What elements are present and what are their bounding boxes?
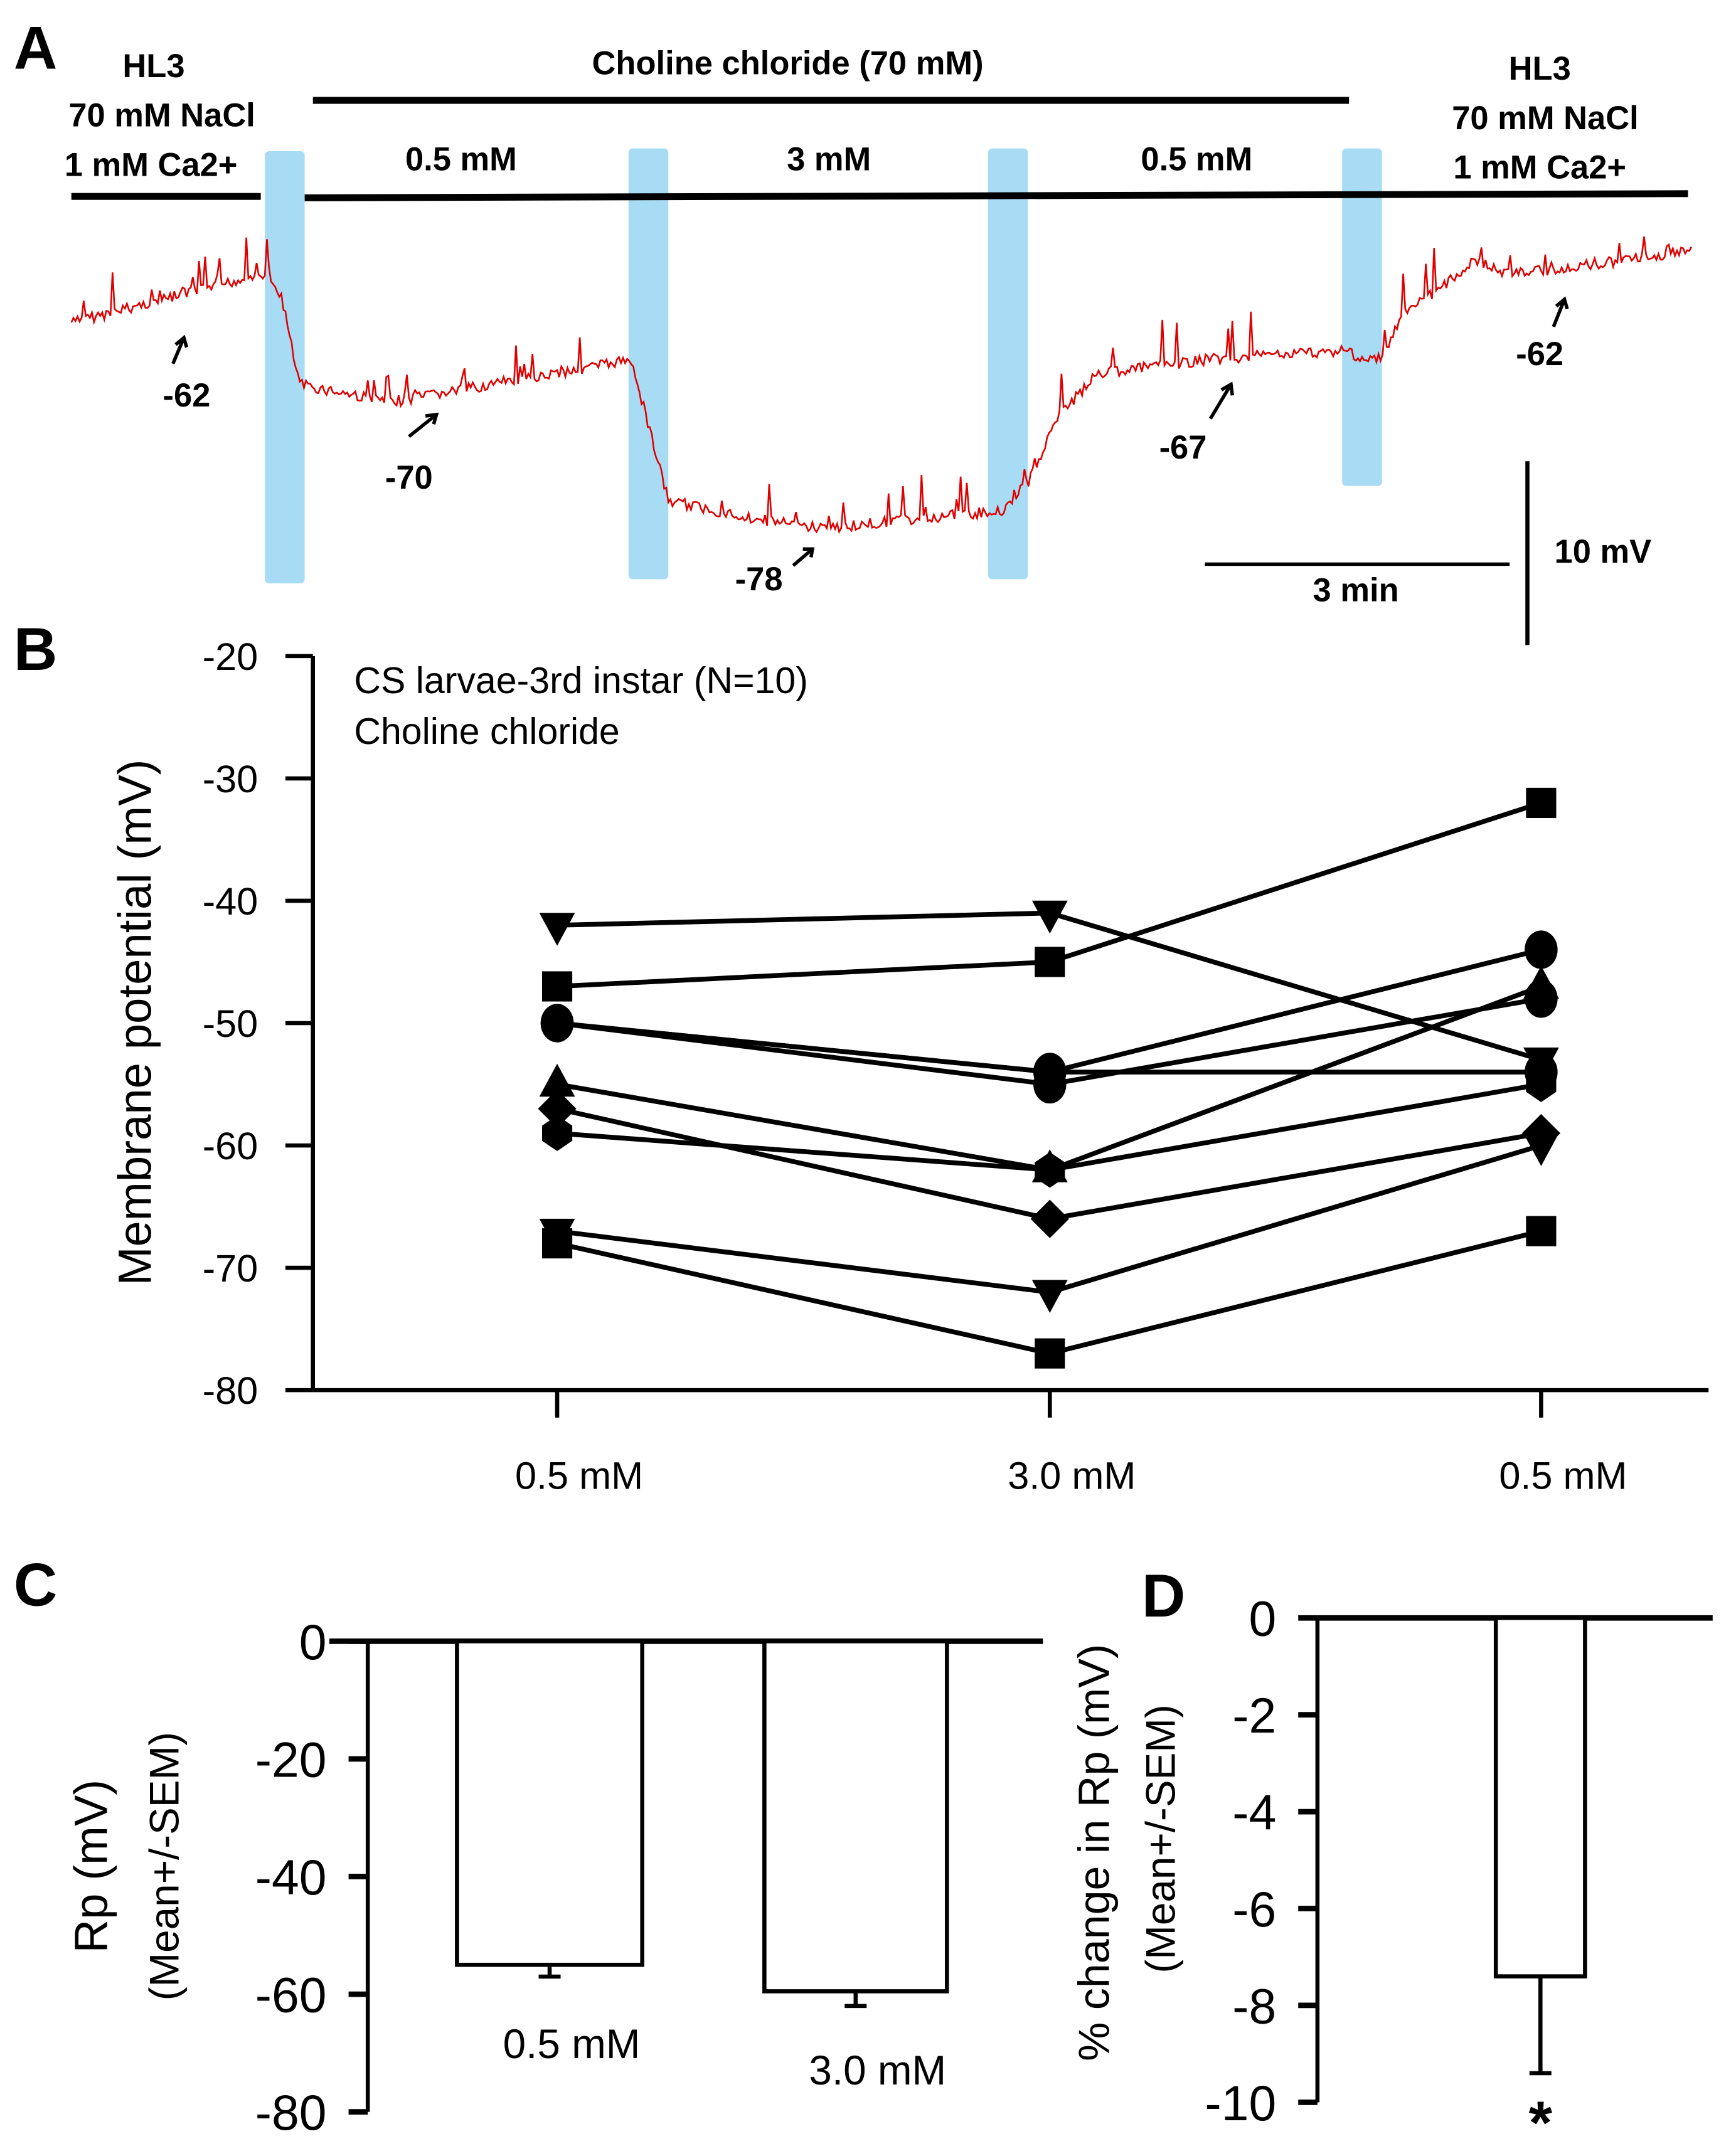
y-tick-label: -6 [1232, 1882, 1276, 1937]
panel-label-d: D [1142, 1563, 1185, 1630]
segment-label-1: 0.5 mM [405, 141, 517, 178]
marker-hexagon [542, 1115, 573, 1151]
segment-label-2: 3 mM [787, 141, 871, 178]
potential-label-3: -78 [735, 561, 783, 598]
chart-c-ylabel2: (Mean+/-SEM) [141, 1732, 187, 2000]
panel-label-c: C [14, 1552, 58, 1619]
series [542, 1216, 1557, 1369]
panel-b: B CS larvae-3rd instar (N=10) Choline ch… [14, 616, 1709, 1497]
y-tick-label: -80 [255, 2085, 327, 2140]
marker-triangle-down [1523, 1133, 1559, 1166]
arrow-icon [1552, 296, 1569, 327]
chart-d: 0 -2 -4 -6 -8 -10 * [1205, 1591, 1713, 2156]
x-tick-label: 0.5 mM [1499, 1455, 1627, 1497]
series [540, 1004, 1558, 1091]
marker-hexagon [1035, 1152, 1065, 1188]
marker-square [1526, 1216, 1557, 1246]
chart-b-series [538, 787, 1561, 1369]
panel-c: C Rp (mV) (Mean+/-SEM) 0 -20 -40 -60 -80 0.5 … [14, 1552, 1043, 2140]
marker-triangle-down [1031, 1280, 1068, 1313]
left-solution-line2: 70 mM NaCl [68, 97, 255, 134]
marker-circle [540, 1004, 574, 1043]
left-solution-line3: 1 mM Ca2+ [65, 146, 238, 183]
bar [762, 1639, 949, 1994]
chart-b-ylabel: Membrane potential (mV) [109, 759, 161, 1285]
y-tick-label: -30 [203, 758, 258, 800]
marker-triangle-up [539, 1063, 575, 1097]
segment-bar [304, 190, 1688, 201]
marker-triangle-up [1523, 965, 1559, 999]
marker-triangle-down [1031, 900, 1068, 934]
y-tick-label: -10 [1205, 2076, 1276, 2131]
membrane-potential-trace [70, 236, 1693, 534]
panel-d: D % change in Rp (mV) (Mean+/-SEM) 0 -2 -4… [1069, 1563, 1713, 2156]
y-tick-label: -20 [255, 1732, 327, 1787]
panel-a: A HL3 70 mM NaCl 1 mM Ca2+ HL3 70 mM NaC… [14, 15, 1693, 645]
chart-b-title: CS larvae-3rd instar (N=10) [354, 660, 808, 701]
marker-square [1526, 787, 1557, 818]
scale-voltage-label: 10 mV [1555, 533, 1652, 570]
chart-b-axes: -20 -30 -40 -50 -60 -70 -80 0.5 mM 3.0 mM 0.5 mM [203, 635, 1709, 1497]
y-tick-label: -40 [255, 1850, 327, 1905]
washout-bar [628, 148, 669, 580]
right-solution-line2: 70 mM NaCl [1452, 100, 1639, 137]
scale-time-label: 3 min [1313, 571, 1399, 608]
chart-c-ylabel: Rp (mV) [65, 1780, 117, 1953]
washout-bars [265, 148, 1382, 583]
segment-label-3: 0.5 mM [1141, 141, 1252, 178]
chart-b-subtitle: Choline chloride [354, 711, 619, 752]
x-category-label: 3.0 mM [809, 2047, 946, 2093]
y-tick-label: -60 [203, 1125, 258, 1167]
marker-square [1035, 947, 1065, 977]
y-tick-label: -60 [255, 1968, 327, 2023]
washout-bar [265, 151, 305, 583]
y-tick-label: -40 [203, 880, 258, 923]
y-tick-label: -20 [203, 635, 258, 678]
y-tick-label: -70 [203, 1247, 258, 1290]
y-tick-label: 0 [1249, 1591, 1276, 1647]
arrow-icon [171, 334, 189, 365]
washout-bar [1342, 148, 1382, 486]
potential-label-4: -67 [1159, 429, 1207, 466]
marker-square [1035, 1338, 1065, 1369]
potential-label-2: -70 [385, 459, 433, 496]
arrow-icon [792, 547, 815, 567]
y-tick-label: -2 [1232, 1688, 1276, 1743]
marker-square [542, 971, 573, 1002]
series [542, 787, 1557, 1002]
marker-diamond [1030, 1199, 1069, 1238]
x-category-label: 0.5 mM [503, 2021, 641, 2067]
significance-star: * [1529, 2090, 1553, 2156]
marker-square [542, 1228, 573, 1259]
x-tick-label: 0.5 mM [515, 1455, 643, 1497]
chart-c: 0 -20 -40 -60 -80 0.5 mM 3.0 mM [255, 1615, 1043, 2140]
x-tick-label: 3.0 mM [1008, 1455, 1136, 1497]
marker-circle [1525, 1053, 1558, 1091]
washout-bar [988, 148, 1028, 580]
y-tick-label: -50 [203, 1002, 258, 1045]
choline-label: Choline chloride (70 mM) [592, 45, 984, 82]
panel-label-a: A [14, 15, 58, 82]
y-tick-label: -8 [1232, 1978, 1276, 2034]
bar [1493, 1615, 1587, 1978]
right-solution-line1: HL3 [1509, 50, 1571, 87]
arrow-icons [171, 296, 1569, 567]
right-solution-line3: 1 mM Ca2+ [1453, 149, 1626, 186]
bar [455, 1639, 644, 1967]
y-tick-label: 0 [299, 1615, 327, 1670]
chart-d-ylabel: % change in Rp (mV) [1069, 1644, 1118, 2061]
marker-triangle-down [539, 913, 575, 946]
arrow-icon [1208, 381, 1234, 420]
left-solution-line1: HL3 [122, 48, 184, 85]
potential-label-1: -62 [163, 377, 211, 414]
potential-label-5: -62 [1516, 336, 1563, 373]
panel-label-b: B [14, 616, 58, 683]
arrow-icon [408, 412, 439, 438]
y-tick-label: -80 [203, 1369, 258, 1412]
chart-d-ylabel2: (Mean+/-SEM) [1137, 1704, 1183, 1973]
marker-circle [1033, 1053, 1067, 1091]
y-tick-label: -4 [1232, 1785, 1276, 1840]
marker-circle [1525, 930, 1558, 969]
